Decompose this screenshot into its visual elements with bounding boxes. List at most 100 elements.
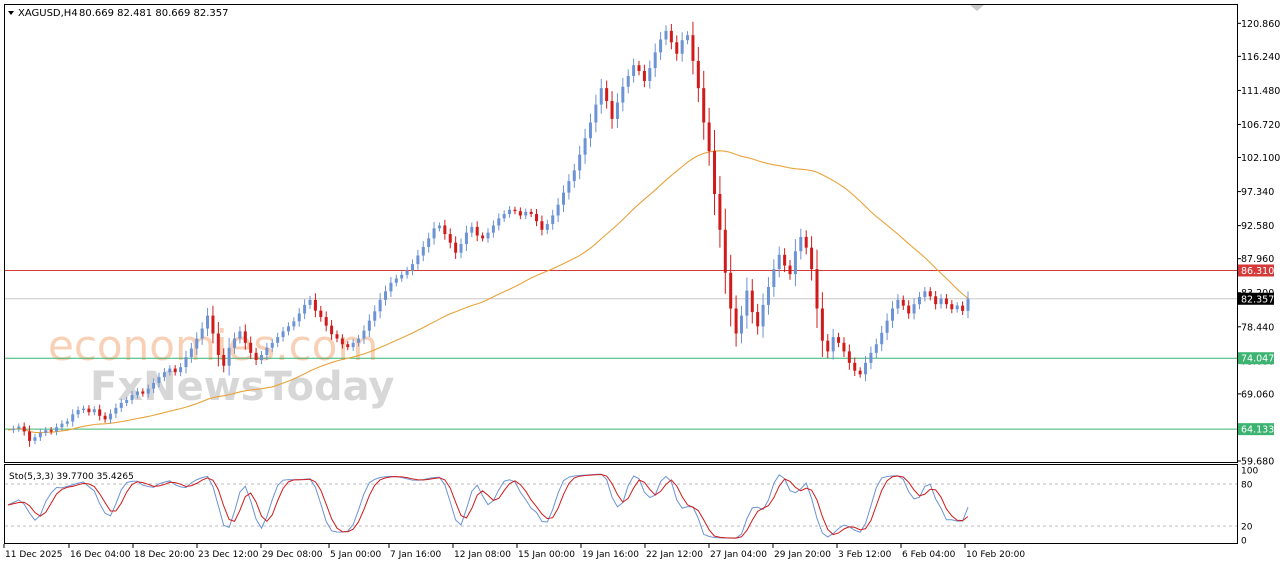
- candle-bear[interactable]: [691, 35, 695, 61]
- candle-bull[interactable]: [33, 437, 37, 441]
- candle-bull[interactable]: [599, 88, 603, 105]
- candle-bull[interactable]: [621, 86, 625, 103]
- candle-bear[interactable]: [837, 337, 841, 343]
- candle-bear[interactable]: [340, 338, 344, 345]
- candle-bull[interactable]: [189, 348, 193, 358]
- candle-bull[interactable]: [923, 291, 927, 298]
- candle-bull[interactable]: [524, 211, 528, 216]
- candle-bull[interactable]: [38, 432, 42, 438]
- candle-bull[interactable]: [362, 330, 366, 339]
- candle-bear[interactable]: [335, 334, 339, 339]
- candle-bull[interactable]: [384, 291, 388, 300]
- candle-bull[interactable]: [389, 282, 393, 292]
- candle-bear[interactable]: [934, 296, 938, 305]
- candle-bull[interactable]: [179, 367, 183, 373]
- candle-bear[interactable]: [675, 42, 679, 54]
- candle-bear[interactable]: [610, 101, 614, 119]
- candle-bull[interactable]: [497, 218, 501, 226]
- candle-bull[interactable]: [233, 338, 237, 348]
- candle-bull[interactable]: [60, 423, 64, 428]
- candle-bull[interactable]: [394, 278, 398, 283]
- candle-bull[interactable]: [351, 342, 355, 348]
- candle-bull[interactable]: [270, 342, 274, 348]
- candle-bear[interactable]: [928, 291, 932, 297]
- candle-bull[interactable]: [615, 102, 619, 119]
- candle-bull[interactable]: [437, 225, 441, 229]
- candle-bull[interactable]: [427, 238, 431, 247]
- candle-bull[interactable]: [432, 228, 436, 239]
- candle-bull[interactable]: [400, 274, 404, 279]
- dropdown-triangle-icon[interactable]: [8, 11, 14, 15]
- candle-bull[interactable]: [464, 232, 468, 245]
- candle-bull[interactable]: [114, 407, 118, 414]
- candle-bull[interactable]: [65, 421, 69, 424]
- candle-bear[interactable]: [853, 362, 857, 371]
- candle-bear[interactable]: [842, 342, 846, 352]
- candle-bear[interactable]: [696, 60, 700, 89]
- candle-bear[interactable]: [443, 225, 447, 235]
- candle-bull[interactable]: [777, 254, 781, 270]
- candle-bull[interactable]: [168, 368, 172, 373]
- candle-bear[interactable]: [475, 226, 479, 236]
- candle-bull[interactable]: [71, 414, 75, 422]
- candle-bear[interactable]: [103, 415, 107, 420]
- candle-bull[interactable]: [44, 430, 48, 433]
- candle-bull[interactable]: [92, 409, 96, 413]
- candle-bull[interactable]: [680, 40, 684, 54]
- candle-bull[interactable]: [238, 331, 242, 339]
- candle-bull[interactable]: [896, 299, 900, 309]
- candle-bull[interactable]: [146, 388, 150, 394]
- candle-bear[interactable]: [211, 315, 215, 334]
- candle-bull[interactable]: [11, 428, 15, 431]
- candle-bull[interactable]: [556, 204, 560, 216]
- candle-bear[interactable]: [254, 352, 258, 360]
- candle-bull[interactable]: [378, 299, 382, 312]
- candle-bull[interactable]: [276, 337, 280, 343]
- candle-bull[interactable]: [772, 269, 776, 288]
- candle-bear[interactable]: [28, 431, 32, 441]
- candle-bull[interactable]: [626, 75, 630, 87]
- candle-bull[interactable]: [108, 413, 112, 420]
- candle-bear[interactable]: [702, 88, 706, 123]
- candle-bull[interactable]: [745, 290, 749, 316]
- candle-bull[interactable]: [761, 304, 765, 327]
- candle-bull[interactable]: [367, 320, 371, 331]
- candle-bear[interactable]: [49, 430, 53, 432]
- candle-bear[interactable]: [858, 370, 862, 375]
- candle-bear[interactable]: [330, 325, 334, 335]
- candle-bull[interactable]: [664, 30, 668, 40]
- candle-bear[interactable]: [734, 308, 738, 334]
- candle-bear[interactable]: [723, 229, 727, 273]
- candle-bear[interactable]: [847, 351, 851, 363]
- candle-bull[interactable]: [157, 377, 161, 383]
- candle-bull[interactable]: [373, 311, 377, 321]
- candle-bull[interactable]: [135, 391, 139, 396]
- candle-bull[interactable]: [578, 154, 582, 171]
- candle-bull[interactable]: [410, 264, 414, 271]
- candle-bull[interactable]: [864, 362, 868, 375]
- candle-bear[interactable]: [222, 354, 226, 366]
- candle-bear[interactable]: [961, 305, 965, 311]
- candle-bear[interactable]: [481, 235, 485, 239]
- candle-bull[interactable]: [885, 320, 889, 333]
- candle-bear[interactable]: [529, 211, 533, 215]
- candle-bear[interactable]: [750, 290, 754, 313]
- candle-bear[interactable]: [826, 340, 830, 352]
- candle-bull[interactable]: [793, 251, 797, 275]
- candle-bull[interactable]: [303, 304, 307, 314]
- candle-bear[interactable]: [718, 194, 722, 230]
- candle-bull[interactable]: [799, 236, 803, 252]
- candle-bull[interactable]: [912, 304, 916, 314]
- candle-bear[interactable]: [346, 344, 350, 348]
- candle-bull[interactable]: [917, 297, 921, 305]
- candle-bull[interactable]: [739, 315, 743, 334]
- candle-bull[interactable]: [308, 299, 312, 305]
- candle-bear[interactable]: [605, 88, 609, 102]
- candle-bull[interactable]: [508, 209, 512, 215]
- candle-bear[interactable]: [540, 221, 544, 230]
- candle-bull[interactable]: [55, 427, 59, 432]
- candle-bull[interactable]: [594, 104, 598, 123]
- candle-bear[interactable]: [22, 426, 26, 432]
- candle-bull[interactable]: [206, 315, 210, 329]
